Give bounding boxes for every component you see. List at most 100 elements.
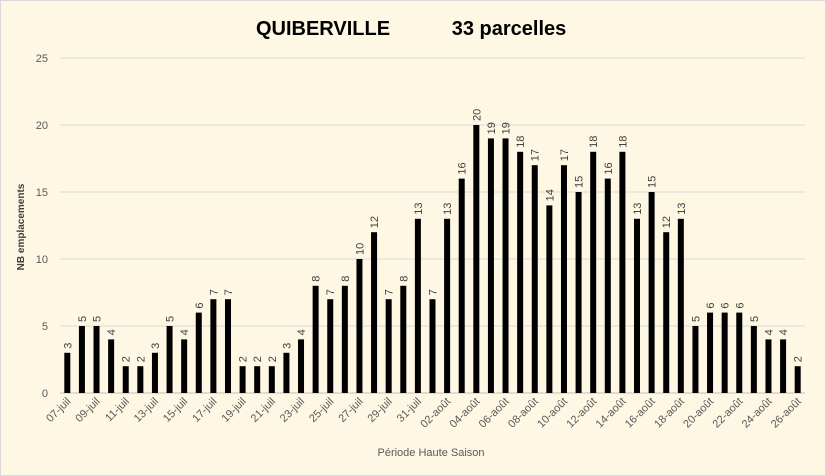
data-label: 6: [720, 302, 732, 308]
data-label: 2: [238, 356, 250, 362]
x-tick-label: 02-août: [418, 396, 453, 431]
x-tick-label: 04-août: [448, 396, 483, 431]
bar: [517, 151, 524, 393]
x-tick-label: 13-juil: [132, 396, 161, 425]
x-tick-label: 21-juil: [249, 396, 278, 425]
data-label: 17: [530, 149, 542, 161]
bar: [400, 285, 407, 393]
data-label: 3: [62, 343, 74, 349]
data-label: 4: [106, 329, 118, 335]
data-label: 10: [354, 243, 366, 255]
bar: [239, 366, 246, 393]
bar: [385, 299, 392, 393]
data-label: 5: [165, 316, 177, 322]
y-tick-label: 0: [42, 388, 48, 400]
x-tick-label: 15-juil: [161, 396, 190, 425]
bar: [750, 326, 757, 393]
bar: [502, 138, 509, 393]
data-label: 18: [588, 136, 600, 148]
x-tick-label: 23-juil: [278, 396, 307, 425]
bar: [298, 339, 305, 393]
bar: [327, 299, 334, 393]
bar: [590, 151, 597, 393]
y-tick-label: 5: [42, 321, 48, 333]
x-tick-label: 17-juil: [190, 396, 219, 425]
bar: [794, 366, 801, 393]
data-label: 5: [749, 316, 761, 322]
x-tick-label: 10-août: [535, 396, 570, 431]
bar: [268, 366, 275, 393]
y-axis-ticks: 0 5 10 15 20 25: [36, 53, 48, 400]
x-axis-title: Période Haute Saison: [377, 447, 484, 459]
x-tick-label: 07-juil: [44, 396, 73, 425]
bar: [721, 312, 728, 393]
data-label: 8: [311, 276, 323, 282]
chart-subtitle: 33 parcelles: [452, 18, 567, 40]
bar: [371, 232, 378, 393]
data-label: 14: [544, 189, 556, 201]
data-label: 17: [559, 149, 571, 161]
data-label: 16: [603, 162, 615, 174]
x-axis-ticks: 07-juil 09-juil 11-juil 13-juil 15-juil 17-ju…: [44, 396, 804, 431]
x-tick-label: 11-juil: [103, 396, 132, 425]
y-axis-title: NB emplacements: [16, 183, 27, 270]
data-label: 13: [632, 203, 644, 215]
bar: [356, 259, 363, 393]
x-tick-label: 16-août: [623, 396, 658, 431]
bar: [312, 285, 319, 393]
data-label: 12: [661, 216, 673, 228]
chart-title: QUIBERVILLE: [256, 18, 390, 40]
data-label: 4: [296, 329, 308, 335]
bar: [648, 192, 655, 393]
x-tick-label: 25-juil: [307, 396, 336, 425]
bar: [195, 312, 202, 393]
bar: [283, 352, 290, 393]
data-label: 18: [617, 136, 629, 148]
x-tick-label: 08-août: [506, 396, 541, 431]
data-label: 2: [135, 356, 147, 362]
x-tick-label: 06-août: [477, 396, 512, 431]
data-label: 19: [501, 122, 513, 134]
data-label: 2: [121, 356, 133, 362]
data-label: 4: [763, 329, 775, 335]
x-tick-label: 24-août: [740, 396, 775, 431]
data-label: 3: [281, 343, 293, 349]
y-tick-label: 10: [36, 254, 48, 266]
bar: [692, 326, 699, 393]
bar: [531, 165, 538, 393]
data-label: 8: [398, 276, 410, 282]
bar: [546, 205, 553, 393]
data-label: 2: [252, 356, 264, 362]
bar: [166, 326, 173, 393]
x-tick-label: 22-août: [711, 396, 746, 431]
bar: [224, 299, 231, 393]
data-label: 20: [471, 109, 483, 121]
bar: [210, 299, 217, 393]
data-label: 5: [690, 316, 702, 322]
data-label: 7: [325, 289, 337, 295]
bar: [707, 312, 714, 393]
bar: [64, 352, 71, 393]
bar: [254, 366, 261, 393]
bar: [458, 178, 465, 393]
data-label: 13: [442, 203, 454, 215]
bar: [677, 218, 684, 393]
data-label: 15: [574, 176, 586, 188]
bar: [736, 312, 743, 393]
x-tick-label: 18-août: [652, 396, 687, 431]
bars: [64, 125, 801, 393]
data-label: 5: [77, 316, 89, 322]
x-tick-label: 19-juil: [219, 396, 248, 425]
bar: [93, 326, 100, 393]
data-label: 16: [457, 162, 469, 174]
bar: [181, 339, 188, 393]
data-label: 2: [793, 356, 805, 362]
bar: [444, 218, 451, 393]
data-label: 7: [208, 289, 220, 295]
bar: [473, 125, 480, 393]
x-tick-label: 09-juil: [73, 396, 102, 425]
data-label: 2: [267, 356, 279, 362]
data-label: 19: [486, 122, 498, 134]
data-label: 13: [676, 203, 688, 215]
bar: [78, 326, 85, 393]
